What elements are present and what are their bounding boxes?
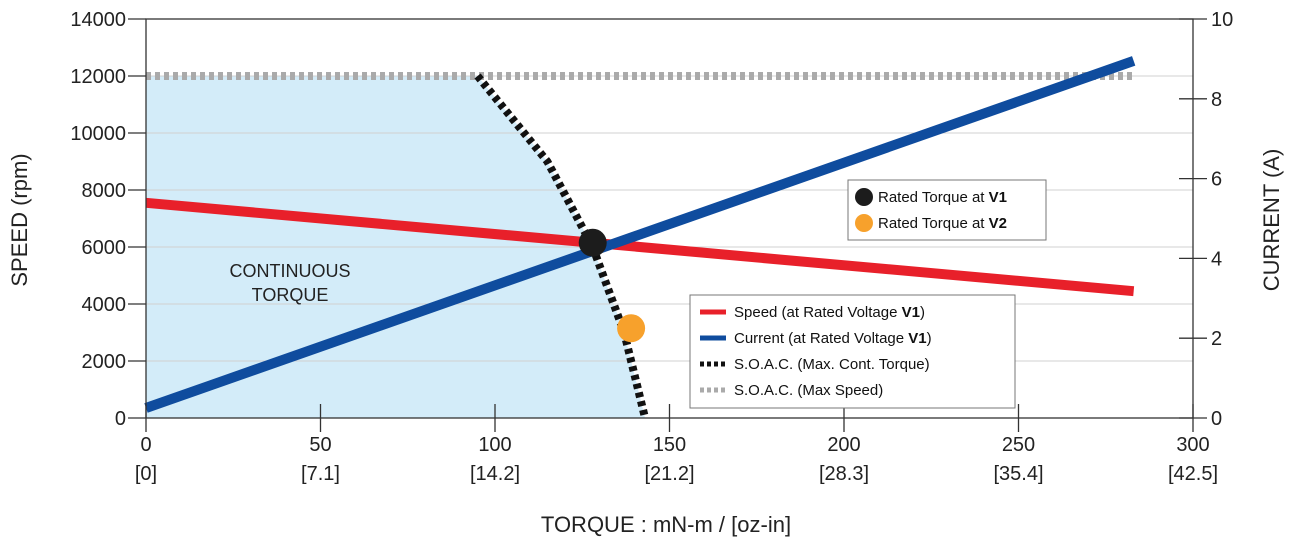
y-axis-title: SPEED (rpm): [7, 153, 32, 286]
x-tick-sublabel: [0]: [135, 463, 157, 485]
rated-torque-point: [578, 228, 607, 257]
points-legend-label: Rated Torque at V2: [878, 215, 1007, 232]
y2-tick-label: 6: [1211, 169, 1222, 191]
y-tick-label: 0: [115, 408, 126, 430]
x-tick-sublabel: [42.5]: [1168, 463, 1218, 485]
y2-tick-label: 8: [1211, 89, 1222, 111]
points-legend: [847, 179, 1047, 241]
x-tick-label: 50: [309, 434, 331, 456]
x-tick-label: 300: [1176, 434, 1209, 456]
x-tick-label: 250: [1002, 434, 1035, 456]
y-tick-label: 8000: [82, 180, 127, 202]
x-tick-sublabel: [35.4]: [993, 463, 1043, 485]
x-tick-label: 200: [827, 434, 860, 456]
region-label-line-1: CONTINUOUS: [230, 261, 351, 281]
y-tick-label: 2000: [82, 351, 127, 373]
legend-label: Current (at Rated Voltage V1): [734, 330, 932, 347]
series-line: [144, 56, 1136, 413]
legend-label: S.O.A.C. (Max. Cont. Torque): [734, 356, 930, 373]
x-tick-sublabel: [28.3]: [819, 463, 869, 485]
points-legend-label: Rated Torque at V1: [878, 189, 1007, 206]
y2-tick-label: 10: [1211, 9, 1233, 31]
y-tick-label: 4000: [82, 294, 127, 316]
y-tick-label: 12000: [70, 66, 126, 88]
x-tick-sublabel: [14.2]: [470, 463, 520, 485]
rated-torque-point: [617, 314, 646, 343]
series-legend: [689, 294, 1016, 409]
x-tick-label: 150: [653, 434, 686, 456]
y2-tick-label: 4: [1211, 248, 1222, 270]
series-line: [145, 197, 1135, 297]
x-tick-sublabel: [21.2]: [644, 463, 694, 485]
legend-label: Speed (at Rated Voltage V1): [734, 304, 925, 321]
region-label-line-2: TORQUE: [252, 285, 329, 305]
points-legend-swatch: [855, 214, 873, 232]
y-tick-label: 10000: [70, 123, 126, 145]
x-tick-sublabel: [7.1]: [301, 463, 340, 485]
y-tick-label: 6000: [82, 237, 127, 259]
y2-axis-title: CURRENT (A): [1259, 149, 1284, 292]
x-tick-label: 0: [140, 434, 151, 456]
legend-label: S.O.A.C. (Max Speed): [734, 382, 883, 399]
x-axis-title: TORQUE : mN-m / [oz-in]: [541, 512, 791, 537]
points-legend-swatch: [855, 188, 873, 206]
y2-tick-label: 0: [1211, 408, 1222, 430]
x-tick-label: 100: [478, 434, 511, 456]
y2-tick-label: 2: [1211, 328, 1222, 350]
y-tick-label: 14000: [70, 9, 126, 31]
